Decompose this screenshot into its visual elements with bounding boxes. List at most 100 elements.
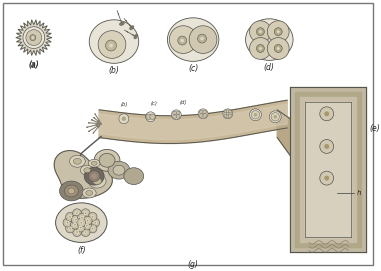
- Ellipse shape: [113, 165, 125, 175]
- Circle shape: [109, 44, 113, 47]
- Circle shape: [80, 222, 82, 223]
- Circle shape: [91, 215, 94, 219]
- Circle shape: [81, 217, 83, 218]
- Circle shape: [66, 224, 75, 233]
- Circle shape: [32, 36, 34, 39]
- Ellipse shape: [91, 173, 97, 179]
- Circle shape: [68, 227, 72, 230]
- Circle shape: [277, 47, 280, 50]
- Circle shape: [271, 113, 279, 121]
- Circle shape: [256, 28, 264, 36]
- Ellipse shape: [246, 19, 293, 60]
- Ellipse shape: [84, 168, 91, 173]
- Circle shape: [250, 38, 271, 59]
- Circle shape: [173, 115, 176, 118]
- Circle shape: [269, 111, 281, 123]
- Circle shape: [85, 212, 86, 214]
- Circle shape: [228, 114, 231, 117]
- Circle shape: [78, 225, 83, 230]
- Circle shape: [228, 110, 231, 113]
- Circle shape: [75, 230, 79, 234]
- Circle shape: [176, 111, 180, 115]
- Ellipse shape: [68, 188, 75, 194]
- Circle shape: [274, 28, 282, 36]
- Ellipse shape: [59, 181, 83, 201]
- Text: h: h: [356, 190, 361, 196]
- Ellipse shape: [88, 159, 100, 167]
- Circle shape: [26, 30, 42, 46]
- Circle shape: [224, 110, 227, 113]
- Circle shape: [98, 31, 126, 58]
- Circle shape: [198, 109, 208, 119]
- Circle shape: [200, 37, 204, 40]
- Ellipse shape: [130, 26, 134, 30]
- Circle shape: [229, 112, 232, 115]
- Circle shape: [93, 221, 97, 225]
- Ellipse shape: [124, 168, 144, 185]
- Circle shape: [85, 224, 89, 228]
- Polygon shape: [16, 20, 52, 55]
- Circle shape: [63, 218, 72, 227]
- Circle shape: [150, 114, 155, 120]
- Circle shape: [274, 44, 282, 53]
- Circle shape: [80, 227, 82, 228]
- Circle shape: [250, 109, 261, 121]
- Circle shape: [76, 212, 78, 214]
- Circle shape: [178, 36, 187, 45]
- Text: (f): (f): [77, 246, 86, 255]
- Circle shape: [81, 228, 90, 237]
- Ellipse shape: [84, 167, 104, 185]
- Ellipse shape: [167, 18, 219, 61]
- Circle shape: [88, 212, 97, 221]
- Polygon shape: [290, 87, 366, 252]
- Circle shape: [67, 222, 68, 223]
- Circle shape: [70, 220, 80, 229]
- Circle shape: [176, 115, 180, 118]
- Circle shape: [88, 224, 97, 233]
- Polygon shape: [305, 102, 351, 237]
- Circle shape: [73, 209, 82, 218]
- Circle shape: [119, 114, 129, 124]
- Circle shape: [68, 215, 72, 219]
- Polygon shape: [300, 97, 356, 243]
- Circle shape: [86, 225, 88, 226]
- Circle shape: [320, 171, 334, 185]
- Circle shape: [259, 47, 262, 50]
- Circle shape: [75, 211, 79, 215]
- Circle shape: [83, 211, 88, 215]
- Polygon shape: [99, 100, 287, 144]
- Ellipse shape: [64, 185, 78, 197]
- Ellipse shape: [80, 165, 94, 175]
- Circle shape: [226, 110, 229, 113]
- Circle shape: [78, 213, 86, 222]
- Circle shape: [74, 224, 76, 225]
- Circle shape: [146, 114, 151, 120]
- Circle shape: [81, 209, 90, 218]
- Text: (b): (b): [109, 66, 119, 75]
- Circle shape: [256, 44, 264, 53]
- Circle shape: [83, 216, 92, 225]
- Circle shape: [223, 109, 233, 119]
- Circle shape: [106, 40, 117, 51]
- Text: (c): (c): [188, 64, 198, 73]
- Ellipse shape: [88, 174, 106, 188]
- Circle shape: [83, 230, 88, 234]
- Text: (b): (b): [120, 102, 128, 107]
- Circle shape: [324, 144, 329, 149]
- Ellipse shape: [89, 20, 139, 63]
- Circle shape: [224, 114, 227, 117]
- Circle shape: [146, 112, 155, 122]
- Circle shape: [71, 215, 80, 224]
- Circle shape: [173, 111, 176, 115]
- Polygon shape: [277, 110, 290, 155]
- Text: (c): (c): [150, 101, 157, 106]
- Circle shape: [86, 219, 90, 222]
- Ellipse shape: [94, 149, 120, 171]
- Circle shape: [250, 21, 271, 43]
- Ellipse shape: [108, 161, 130, 179]
- Ellipse shape: [120, 22, 124, 25]
- Circle shape: [92, 228, 93, 229]
- Circle shape: [74, 218, 78, 222]
- Circle shape: [30, 35, 36, 41]
- Circle shape: [199, 110, 203, 114]
